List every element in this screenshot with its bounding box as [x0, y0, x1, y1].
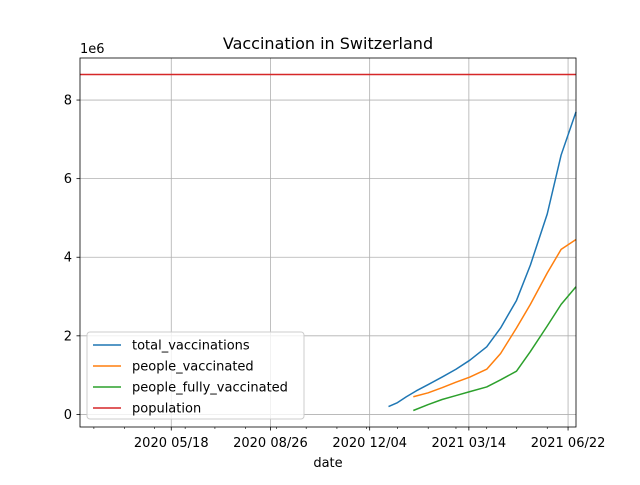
legend: total_vaccinations people_vaccinatedpeopl… — [86, 331, 305, 420]
x-tick-label: 2021 03/14 — [432, 436, 507, 451]
legend-label-people-fully-vaccinated: people_fully_vaccinated — [132, 381, 288, 396]
x-tick-label: 2020 12/04 — [332, 436, 407, 451]
y-tick-label: 4 — [64, 251, 72, 266]
plot-frame — [79, 57, 577, 428]
x-axis-label: date — [313, 456, 342, 471]
y-tick-label: 0 — [64, 408, 72, 423]
x-tick-label: 2021 06/22 — [531, 436, 606, 451]
series-line-people-vaccinated — [413, 238, 577, 398]
legend-label-population: population — [132, 402, 201, 417]
y-tick-label: 6 — [64, 172, 72, 187]
legend-label-people-vaccinated: people_vaccinated — [132, 360, 254, 375]
legend-label-total-vaccinations: total_vaccinations — [132, 339, 250, 354]
y-tick-label: 2 — [64, 329, 72, 344]
series-line-total-vaccinations — [388, 111, 577, 408]
y-tick-label: 8 — [64, 94, 72, 109]
legend-box — [86, 331, 305, 420]
series-line-people-fully-vaccinated — [413, 286, 577, 412]
y-offset-label: 1e6 — [80, 42, 105, 57]
x-tick-label: 2020 05/18 — [134, 436, 209, 451]
x-tick-label: 2020 08/26 — [233, 436, 308, 451]
chart-title: Vaccination in Switzerland — [223, 34, 433, 53]
